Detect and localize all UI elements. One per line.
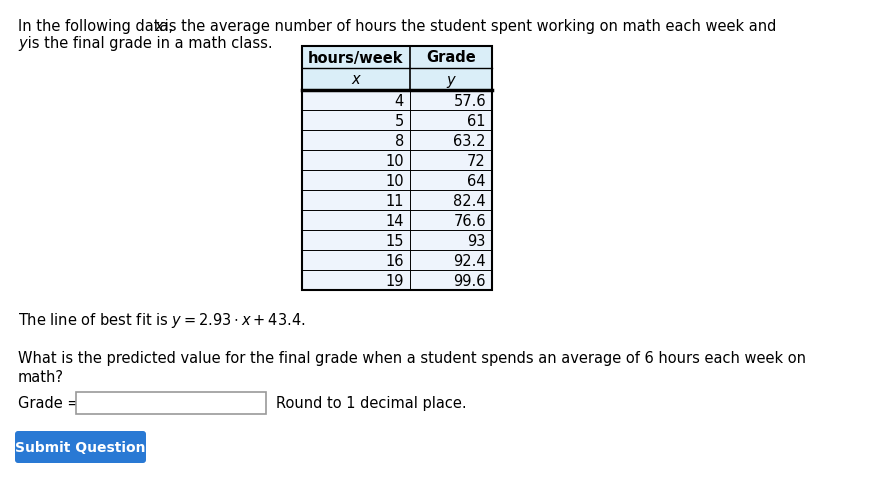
Text: x: x	[154, 19, 163, 34]
Text: y: y	[18, 36, 26, 51]
FancyBboxPatch shape	[76, 392, 266, 414]
Bar	[302, 230, 491, 250]
Text: hours/week: hours/week	[308, 51, 403, 65]
Text: 63.2: 63.2	[453, 133, 486, 148]
FancyBboxPatch shape	[15, 431, 146, 463]
Bar	[302, 190, 491, 210]
Bar	[302, 69, 491, 91]
Bar	[302, 111, 491, 131]
Bar	[302, 210, 491, 230]
Text: 10: 10	[385, 173, 403, 188]
Text: 5: 5	[395, 113, 403, 128]
Text: 72: 72	[467, 153, 486, 168]
Text: 61: 61	[467, 113, 486, 128]
Bar	[302, 171, 491, 190]
Text: 10: 10	[385, 153, 403, 168]
Text: 19: 19	[385, 273, 403, 288]
Bar	[302, 47, 491, 291]
Bar	[302, 131, 491, 151]
Text: 16: 16	[385, 253, 403, 268]
Bar	[302, 47, 491, 69]
Text: 15: 15	[385, 233, 403, 248]
Bar	[302, 250, 491, 271]
Bar	[302, 91, 491, 111]
Text: In the following data,: In the following data,	[18, 19, 177, 34]
Text: Round to 1 decimal place.: Round to 1 decimal place.	[275, 396, 466, 411]
Text: What is the predicted value for the final grade when a student spends an average: What is the predicted value for the fina…	[18, 351, 805, 366]
Text: is the average number of hours the student spent working on math each week and: is the average number of hours the stude…	[160, 19, 776, 34]
Text: x: x	[352, 72, 360, 87]
Text: math?: math?	[18, 370, 64, 385]
Text: 92.4: 92.4	[453, 253, 486, 268]
Text: 14: 14	[385, 213, 403, 228]
Text: 99.6: 99.6	[453, 273, 486, 288]
Text: 57.6: 57.6	[453, 93, 486, 108]
Text: Grade =: Grade =	[18, 396, 80, 411]
Text: Submit Question: Submit Question	[15, 440, 146, 454]
Text: 93: 93	[467, 233, 486, 248]
Text: 8: 8	[395, 133, 403, 148]
Text: Grade: Grade	[425, 51, 475, 65]
Text: The line of best fit is $y = 2.93 \cdot x + 43.4.$: The line of best fit is $y = 2.93 \cdot …	[18, 311, 305, 330]
Text: 76.6: 76.6	[453, 213, 486, 228]
Text: 11: 11	[385, 193, 403, 208]
Text: y: y	[446, 72, 455, 87]
Text: 4: 4	[395, 93, 403, 108]
Bar	[302, 151, 491, 171]
Text: 82.4: 82.4	[453, 193, 486, 208]
Bar	[302, 271, 491, 291]
Text: 64: 64	[467, 173, 486, 188]
Text: is the final grade in a math class.: is the final grade in a math class.	[24, 36, 273, 51]
